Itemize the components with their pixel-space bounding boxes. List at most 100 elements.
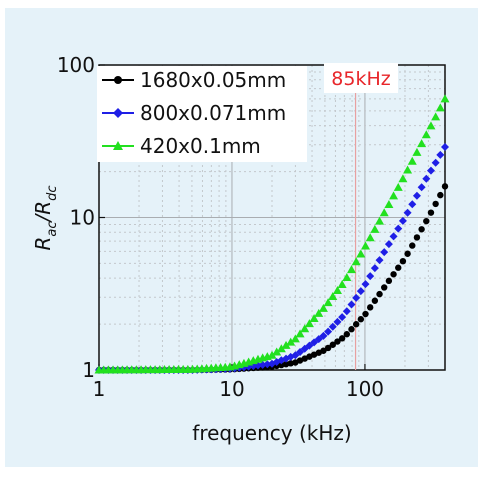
data-point [417, 139, 427, 148]
data-point [295, 329, 305, 338]
series-layer [94, 94, 450, 374]
data-point [286, 337, 296, 346]
data-point [362, 310, 369, 318]
data-point [263, 360, 272, 369]
data-point [403, 208, 412, 217]
y-tick-label: 1 [82, 358, 95, 382]
data-point [375, 216, 385, 225]
series-3 [94, 94, 450, 374]
data-point [395, 264, 402, 271]
data-point [379, 208, 389, 217]
data-point [357, 316, 365, 323]
data-point [384, 240, 393, 249]
data-point [361, 241, 371, 250]
data-point [431, 158, 440, 167]
data-point [337, 279, 347, 288]
data-point [421, 130, 431, 139]
legend-marker-3 [113, 141, 123, 150]
data-point [324, 327, 333, 336]
data-point [343, 331, 351, 338]
data-point [440, 94, 450, 103]
data-point [380, 248, 389, 257]
data-point [412, 147, 422, 156]
x-tick-label: 1 [93, 377, 106, 401]
data-point [432, 200, 439, 208]
data-point [356, 249, 366, 258]
data-point [304, 319, 314, 328]
data-point [365, 233, 375, 242]
data-point [351, 257, 361, 266]
y-tick-label: 10 [70, 206, 95, 230]
data-point [366, 272, 375, 281]
data-point [435, 103, 445, 112]
data-point [258, 360, 267, 369]
data-point [426, 166, 435, 175]
data-point [346, 265, 356, 274]
data-point [276, 344, 286, 353]
y-axis-label-text: Rac/Rdc [31, 185, 60, 250]
data-point [413, 234, 421, 241]
data-point [320, 347, 327, 354]
data-point [437, 191, 444, 199]
data-point [338, 313, 347, 322]
data-point [323, 298, 333, 307]
data-point [281, 340, 291, 349]
data-point [352, 321, 360, 328]
data-point [389, 232, 398, 241]
data-point [356, 287, 365, 296]
legend-label-2: 800x0.071mm [140, 101, 286, 125]
data-point [300, 324, 310, 333]
legend-label-1: 1680x0.05mm [140, 68, 286, 92]
data-point [342, 307, 351, 316]
data-point [441, 142, 449, 151]
data-point [371, 297, 379, 304]
series-2 [95, 142, 449, 374]
data-point [370, 264, 379, 273]
legend-marker-2 [113, 108, 123, 118]
data-point [329, 341, 336, 348]
data-point [393, 182, 403, 191]
data-point [342, 272, 352, 281]
data-point [398, 174, 408, 183]
data-point [376, 290, 383, 298]
data-point [412, 191, 421, 200]
data-point [399, 257, 407, 265]
data-point [347, 300, 356, 309]
data-point [314, 308, 324, 317]
y-tick-label: 100 [57, 53, 95, 77]
data-point [409, 242, 416, 249]
data-point [384, 199, 394, 208]
data-point [423, 217, 430, 225]
data-point [375, 256, 384, 265]
data-point [318, 303, 328, 312]
data-point [418, 226, 425, 233]
data-point [431, 112, 441, 121]
data-point [390, 271, 397, 278]
x-tick-label: 100 [346, 377, 384, 401]
data-point [309, 314, 319, 323]
data-point [338, 335, 346, 342]
data-point [272, 347, 282, 356]
data-point [404, 250, 411, 257]
data-point [324, 344, 332, 352]
data-point [328, 322, 337, 331]
x-tick-label: 10 [219, 377, 244, 401]
data-point [333, 317, 342, 326]
annotation-box [324, 63, 398, 93]
data-point [361, 280, 370, 289]
data-point [352, 293, 361, 302]
data-point [385, 277, 393, 285]
data-point [408, 200, 417, 209]
data-point [398, 216, 407, 225]
data-point [441, 183, 449, 190]
data-point [328, 292, 338, 301]
data-point [319, 331, 328, 340]
data-point [348, 326, 355, 333]
axes: 1 10 100 1 10 100 [57, 53, 384, 401]
y-axis-label: Rac/Rdc [31, 185, 60, 250]
data-point [389, 191, 399, 200]
data-point [417, 183, 426, 192]
legend: 1680x0.05mm 800x0.071mm 420x0.1mm [97, 66, 307, 162]
data-point [394, 224, 403, 233]
